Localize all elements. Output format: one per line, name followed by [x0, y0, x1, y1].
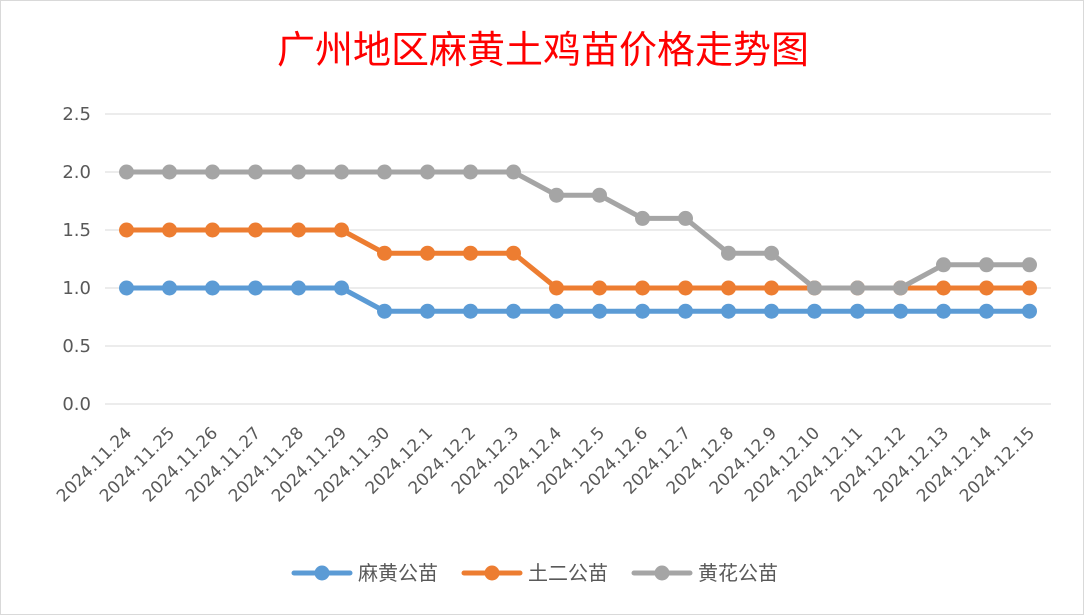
- legend-item: 麻黄公苗: [291, 561, 438, 585]
- series-line: [124, 285, 1032, 314]
- data-point: [291, 222, 306, 238]
- data-point: [807, 280, 822, 296]
- data-point: [248, 164, 263, 180]
- data-point: [549, 280, 564, 296]
- data-point: [334, 222, 349, 238]
- data-point: [205, 164, 220, 180]
- legend-marker: [654, 565, 670, 581]
- y-tick-label: 2.5: [62, 104, 91, 125]
- series-3: [119, 164, 1037, 296]
- data-point: [678, 280, 693, 296]
- data-point: [678, 303, 693, 319]
- legend: 麻黄公苗 土二公苗 黄花公苗: [291, 561, 778, 585]
- data-point: [420, 245, 435, 261]
- data-point: [1022, 280, 1037, 296]
- data-point: [248, 280, 263, 296]
- series-layer: [119, 164, 1037, 319]
- data-point: [850, 280, 865, 296]
- y-tick-label: 0.0: [62, 394, 91, 415]
- data-point: [979, 303, 994, 319]
- data-point: [506, 303, 521, 319]
- legend-item: 土二公苗: [461, 561, 608, 585]
- data-point: [377, 164, 392, 180]
- data-point: [979, 280, 994, 296]
- legend-label: 黄花公苗: [698, 561, 778, 585]
- data-point: [506, 164, 521, 180]
- data-point: [635, 303, 650, 319]
- data-point: [592, 280, 607, 296]
- grid-lines: [105, 113, 1051, 405]
- y-tick-label: 2.0: [62, 162, 91, 183]
- data-point: [721, 280, 736, 296]
- data-point: [420, 303, 435, 319]
- data-point: [1022, 257, 1037, 273]
- data-point: [205, 222, 220, 238]
- data-point: [936, 280, 951, 296]
- data-point: [334, 280, 349, 296]
- data-point: [463, 245, 478, 261]
- data-point: [377, 303, 392, 319]
- data-point: [463, 303, 478, 319]
- data-point: [979, 257, 994, 273]
- data-point: [549, 303, 564, 319]
- series-line: [124, 227, 1032, 291]
- chart-title: 广州地区麻黄土鸡苗价格走势图: [277, 28, 809, 72]
- data-point: [764, 245, 779, 261]
- data-point: [162, 164, 177, 180]
- data-point: [893, 303, 908, 319]
- legend-label: 土二公苗: [528, 561, 608, 585]
- legend-marker: [484, 565, 500, 581]
- data-point: [549, 187, 564, 203]
- legend-item: 黄花公苗: [631, 561, 778, 585]
- legend-label: 麻黄公苗: [358, 561, 438, 585]
- y-tick-label: 0.5: [62, 336, 91, 357]
- data-point: [248, 222, 263, 238]
- data-point: [635, 210, 650, 226]
- data-point: [377, 245, 392, 261]
- data-point: [764, 280, 779, 296]
- data-point: [119, 164, 134, 180]
- data-point: [119, 222, 134, 238]
- data-point: [506, 245, 521, 261]
- legend-marker: [314, 565, 330, 581]
- data-point: [678, 210, 693, 226]
- data-point: [334, 164, 349, 180]
- series-1: [119, 280, 1037, 319]
- y-tick-label: 1.0: [62, 278, 91, 299]
- data-point: [850, 303, 865, 319]
- data-point: [721, 245, 736, 261]
- data-point: [291, 164, 306, 180]
- data-point: [721, 303, 736, 319]
- data-point: [162, 222, 177, 238]
- data-point: [936, 257, 951, 273]
- data-point: [205, 280, 220, 296]
- x-axis-ticks: 2024.11.242024.11.252024.11.262024.11.27…: [53, 423, 1039, 506]
- data-point: [162, 280, 177, 296]
- data-point: [635, 280, 650, 296]
- data-point: [420, 164, 435, 180]
- data-point: [893, 280, 908, 296]
- series-line: [124, 169, 1032, 291]
- data-point: [1022, 303, 1037, 319]
- data-point: [119, 280, 134, 296]
- data-point: [291, 280, 306, 296]
- data-point: [936, 303, 951, 319]
- data-point: [592, 187, 607, 203]
- data-point: [463, 164, 478, 180]
- data-point: [764, 303, 779, 319]
- y-tick-label: 1.5: [62, 220, 91, 241]
- y-axis-ticks: 0.0 0.5 1.0 1.5 2.0 2.5: [62, 104, 91, 415]
- data-point: [807, 303, 822, 319]
- data-point: [592, 303, 607, 319]
